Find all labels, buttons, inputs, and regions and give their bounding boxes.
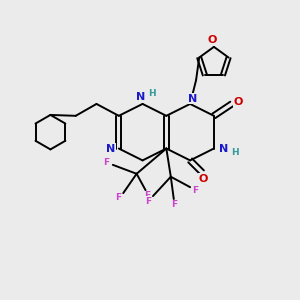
Text: O: O bbox=[199, 174, 208, 184]
Text: O: O bbox=[208, 35, 217, 45]
Text: F: F bbox=[144, 191, 150, 200]
Text: F: F bbox=[146, 197, 152, 206]
Text: F: F bbox=[103, 158, 110, 167]
Text: F: F bbox=[115, 193, 121, 202]
Text: H: H bbox=[148, 89, 155, 98]
Text: N: N bbox=[219, 143, 228, 154]
Text: H: H bbox=[231, 148, 238, 157]
Text: N: N bbox=[136, 92, 145, 102]
Text: F: F bbox=[192, 186, 199, 195]
Text: F: F bbox=[171, 200, 177, 209]
Text: O: O bbox=[234, 98, 243, 107]
Text: N: N bbox=[106, 143, 115, 154]
Text: N: N bbox=[188, 94, 198, 103]
